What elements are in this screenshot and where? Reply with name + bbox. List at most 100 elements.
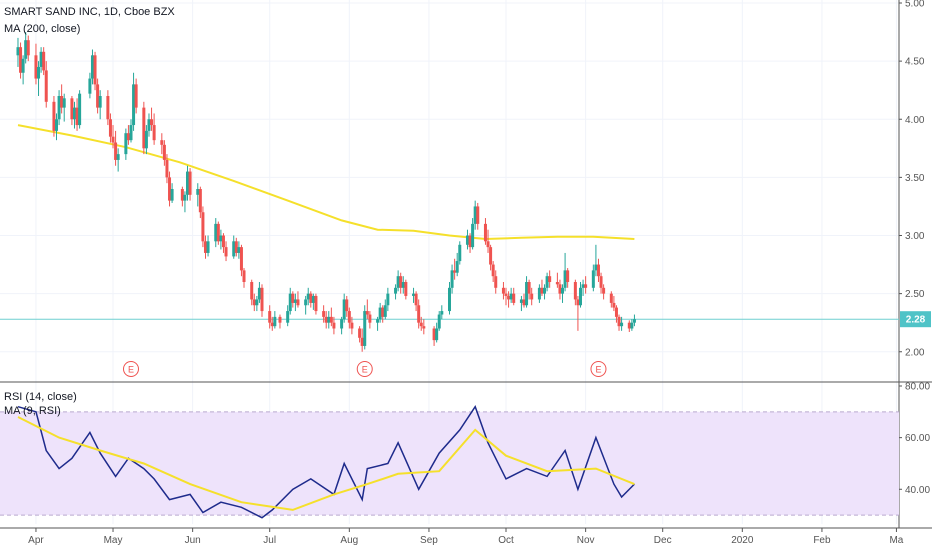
candle-body [594, 264, 598, 271]
candle-body [72, 107, 76, 120]
candle-body [394, 287, 398, 294]
candle-body [44, 70, 48, 102]
candle-body [329, 316, 333, 323]
candle-body [198, 189, 202, 213]
candle-body [152, 125, 156, 141]
candle-body [242, 270, 246, 282]
candle-body [147, 119, 151, 131]
candle-body [525, 282, 529, 306]
candle-body [537, 287, 541, 300]
candle-body [327, 316, 331, 323]
candle-body [160, 140, 164, 145]
candle-body [563, 270, 567, 288]
candle-body [273, 316, 277, 327]
time-tick-label: Feb [813, 535, 831, 546]
time-tick-label: 2020 [731, 535, 754, 546]
candle-body [188, 171, 192, 195]
candle-body [440, 311, 444, 315]
earnings-marker[interactable] [590, 361, 607, 377]
candle-body [180, 189, 184, 201]
candle-body [21, 58, 25, 73]
candle-body [483, 223, 487, 242]
candle-body [617, 316, 621, 327]
candle-body [627, 322, 631, 329]
candle-body [540, 287, 544, 294]
candle-body [70, 98, 74, 120]
time-tick-label: Jul [263, 535, 276, 546]
candle-body [476, 206, 480, 224]
last-price-badge [900, 311, 931, 328]
candle-body [162, 144, 166, 160]
candle-body [486, 241, 490, 248]
candle-body [165, 159, 169, 178]
candle-body [489, 247, 493, 265]
candle-body [57, 96, 61, 120]
candle-body [52, 101, 56, 131]
candle-body [596, 264, 600, 277]
time-tick-label: Ma [889, 535, 903, 546]
candle-body [378, 307, 382, 320]
candle-body [239, 247, 243, 271]
price-tick-label: 5.00 [905, 0, 925, 10]
candle-body [134, 84, 138, 108]
candle-body [453, 270, 457, 273]
candle-body [78, 93, 82, 126]
candle-body [288, 293, 292, 312]
candle-body [340, 319, 344, 329]
candle-body [609, 293, 613, 303]
rsi-tick-label: 80.00 [905, 382, 930, 393]
candle-body [296, 299, 300, 306]
candle-body [581, 284, 585, 288]
candle-body [350, 322, 354, 329]
candle-body [260, 287, 264, 312]
time-tick-label: Nov [577, 535, 595, 546]
candle-body [358, 328, 362, 338]
candle-body [124, 133, 128, 155]
candle-body [455, 261, 459, 273]
time-tick-label: Aug [340, 535, 358, 546]
rsi-tick-label: 60.00 [905, 433, 930, 444]
candle-body [576, 299, 580, 306]
candle-body [96, 84, 100, 108]
candle-body [291, 293, 295, 303]
candle-body [422, 326, 426, 329]
earnings-marker-label: E [595, 365, 601, 375]
candle-body [126, 133, 130, 141]
candle-body [363, 311, 367, 346]
candle-body [558, 284, 562, 294]
candle-body [345, 299, 349, 312]
candle-body [16, 47, 20, 56]
rsi-band [0, 411, 899, 516]
candle-body [347, 311, 351, 323]
candle-body [75, 107, 79, 126]
candle-body [522, 299, 526, 306]
earnings-marker[interactable] [122, 361, 139, 377]
ma-legend: MA (200, close) [4, 23, 81, 35]
candle-body [471, 223, 475, 248]
price-tick-label: 4.50 [905, 57, 925, 68]
candle-body [186, 171, 190, 195]
candle-body [632, 319, 636, 323]
time-tick-label: May [104, 535, 123, 546]
rsi-legend: RSI (14, close) [4, 391, 77, 403]
candle-body [93, 55, 97, 85]
candle-body [504, 293, 508, 296]
earnings-marker-label: E [362, 365, 368, 375]
candle-body [399, 276, 403, 288]
candle-body [322, 311, 326, 317]
chart-title: SMART SAND INC, 1D, Cboe BZX [4, 6, 175, 18]
candle-body [26, 40, 30, 56]
candle-body [129, 125, 133, 141]
candle-body [512, 293, 516, 303]
candle-body [530, 293, 534, 300]
candle-body [255, 299, 259, 306]
candle-body [142, 107, 146, 149]
candle-body [620, 322, 624, 327]
candle-body [206, 241, 210, 253]
candle-body [342, 299, 346, 320]
rsi-ma-line [17, 416, 635, 511]
earnings-marker[interactable] [356, 361, 373, 377]
last-price-label: 2.28 [906, 315, 926, 326]
candle-body [304, 299, 308, 306]
